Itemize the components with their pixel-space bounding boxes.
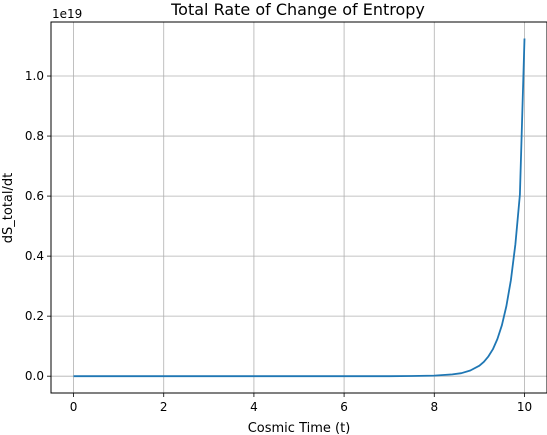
tick-group: 0 2 4 6 8 10 0.0 0.2 0.4 0.6 0.8 1.0 — [25, 69, 532, 414]
x-axis-label: Cosmic Time (t) — [248, 421, 351, 435]
x-tick-label: 4 — [250, 400, 258, 414]
plot-frame — [50, 21, 547, 394]
y-offset-label: 1e19 — [52, 7, 82, 21]
y-tick-label: 0.2 — [25, 309, 44, 323]
chart-title: Total Rate of Change of Entropy — [170, 0, 425, 19]
x-tick-label: 6 — [340, 400, 348, 414]
series-group — [73, 38, 526, 378]
y-tick-label: 0.0 — [25, 369, 44, 383]
series-line — [73, 38, 526, 378]
x-tick-label: 2 — [160, 400, 168, 414]
y-tick-label: 0.8 — [25, 129, 44, 143]
y-tick-label: 1.0 — [25, 69, 44, 83]
y-tick-label: 0.4 — [25, 249, 44, 263]
y-axis-label: dS_total/dt — [1, 173, 16, 243]
x-tick-label: 0 — [70, 400, 78, 414]
x-tick-label: 10 — [517, 400, 532, 414]
x-tick-label: 8 — [430, 400, 438, 414]
y-tick-label: 0.6 — [25, 189, 44, 203]
